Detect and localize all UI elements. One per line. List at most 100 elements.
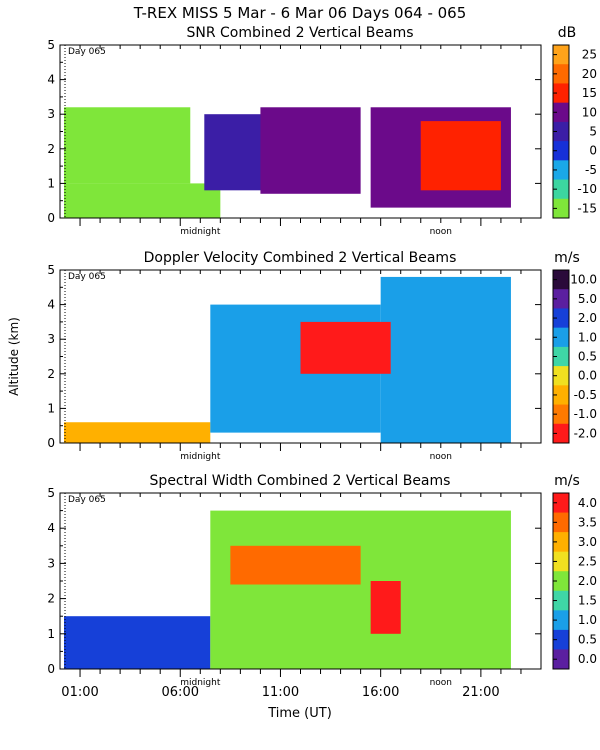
y-axis-label: Altitude (km) — [7, 317, 21, 396]
x-tick-label: 21:00 — [462, 685, 499, 700]
colorbar-segment — [553, 102, 569, 123]
panel-title: Spectral Width Combined 2 Vertical Beams — [150, 473, 451, 489]
colorbar-segment — [553, 551, 569, 572]
colorbar-segment — [553, 83, 569, 104]
colorbar-segment — [553, 289, 569, 309]
panel-2: Doppler Velocity Combined 2 Vertical Bea… — [7, 250, 597, 462]
colorbar-unit: dB — [558, 25, 577, 41]
colorbar-label: 20 — [582, 67, 597, 81]
y-tick-label: 1 — [47, 401, 55, 415]
colorbar-segment — [553, 198, 569, 219]
noon-marker: noon — [430, 452, 452, 462]
colorbar-segment — [553, 141, 569, 161]
y-tick-label: 5 — [47, 263, 55, 277]
colorbar-segment — [553, 385, 569, 406]
y-tick-label: 3 — [47, 556, 55, 570]
colorbar-label: 15 — [582, 86, 597, 100]
panel-1: SNR Combined 2 Vertical Beams 0 1 2 3 4 5 Day 0… — [47, 25, 597, 237]
x-tick-label: 16:00 — [362, 685, 399, 700]
data-region — [260, 107, 361, 194]
colorbar-unit: m/s — [554, 473, 580, 489]
colorbar-label: -15 — [577, 201, 597, 215]
colorbar-label: 2.0 — [578, 311, 597, 325]
y-tick-label: 3 — [47, 332, 55, 346]
colorbar-segment — [553, 179, 569, 200]
y-tick-label: 2 — [47, 142, 55, 156]
colorbar-label: 1.0 — [578, 613, 597, 627]
colorbar-label: 0.0 — [578, 652, 597, 666]
data-region — [64, 422, 211, 443]
data-region — [64, 183, 221, 218]
noon-marker: noon — [430, 678, 452, 688]
colorbar-segment — [553, 571, 569, 592]
y-tick-label: 3 — [47, 107, 55, 121]
colorbar-label: 2.0 — [578, 574, 597, 588]
x-tick-label: 11:00 — [262, 685, 299, 700]
data-region — [300, 321, 391, 374]
data-region — [204, 114, 271, 191]
y-tick-label: 0 — [47, 662, 55, 676]
y-tick-label: 4 — [47, 521, 55, 535]
y-tick-label: 0 — [47, 211, 55, 225]
colorbar-segment — [553, 610, 569, 631]
data-region — [64, 107, 191, 184]
day-label: Day 065 — [68, 272, 106, 282]
colorbar-label: 25 — [582, 48, 597, 62]
day-label: Day 065 — [68, 495, 106, 505]
colorbar-label: 0.5 — [578, 633, 597, 647]
colorbar-segment — [553, 308, 569, 329]
colorbar-segment — [553, 493, 569, 514]
colorbar-segment — [553, 590, 569, 611]
colorbar-segment — [553, 270, 569, 290]
data-layer — [64, 276, 511, 443]
y-tick-label: 2 — [47, 592, 55, 606]
colorbar-label: -2.0 — [574, 426, 597, 440]
data-region — [380, 276, 511, 443]
colorbar-segment — [553, 64, 569, 84]
colorbar-label: 0.5 — [578, 350, 597, 364]
midnight-marker: midnight — [180, 678, 221, 688]
colorbar-label: 1.0 — [578, 330, 597, 344]
colorbar-segment — [553, 327, 569, 348]
panel-title: Doppler Velocity Combined 2 Vertical Bea… — [144, 250, 457, 266]
data-region — [64, 616, 211, 669]
y-tick-label: 1 — [47, 627, 55, 641]
data-region — [420, 121, 501, 191]
x-tick-label: 01:00 — [61, 685, 98, 700]
colorbar-label: 10.0 — [570, 273, 597, 287]
colorbar-label: -1.0 — [574, 407, 597, 421]
colorbar-label: 4.0 — [578, 496, 597, 510]
y-tick-label: 1 — [47, 176, 55, 190]
y-tick-label: 5 — [47, 38, 55, 52]
noon-marker: noon — [430, 227, 452, 237]
colorbar-label: 5.0 — [578, 292, 597, 306]
data-layer — [64, 510, 511, 669]
colorbar-label: 0.0 — [578, 369, 597, 383]
panels: SNR Combined 2 Vertical Beams 0 1 2 3 4 5 Day 0… — [7, 25, 597, 721]
colorbar-segment — [553, 45, 569, 65]
y-tick-label: 4 — [47, 298, 55, 312]
y-tick-label: 4 — [47, 73, 55, 87]
data-layer — [64, 107, 511, 218]
colorbar-label: 3.0 — [578, 535, 597, 549]
colorbar-label: 0 — [589, 144, 597, 158]
colorbar-segment — [553, 512, 569, 533]
colorbar-segment — [553, 404, 569, 425]
data-region — [230, 545, 361, 585]
colorbar-segment — [553, 423, 569, 444]
colorbar-label: 3.5 — [578, 515, 597, 529]
colorbar-segment — [553, 532, 569, 553]
figure-title: T-REX MISS 5 Mar - 6 Mar 06 Days 064 - 0… — [133, 4, 467, 22]
midnight-marker: midnight — [180, 452, 221, 462]
colorbar-label: 1.5 — [578, 594, 597, 608]
midnight-marker: midnight — [180, 227, 221, 237]
data-region — [210, 510, 511, 669]
colorbar-segment — [553, 649, 569, 670]
y-tick-label: 2 — [47, 367, 55, 381]
panel-3: Spectral Width Combined 2 Vertical Beams… — [47, 473, 597, 721]
colorbar-label: -0.5 — [574, 388, 597, 402]
colorbar-segment — [553, 160, 569, 181]
colorbar-label: 2.5 — [578, 554, 597, 568]
x-axis-label: Time (UT) — [267, 706, 332, 721]
